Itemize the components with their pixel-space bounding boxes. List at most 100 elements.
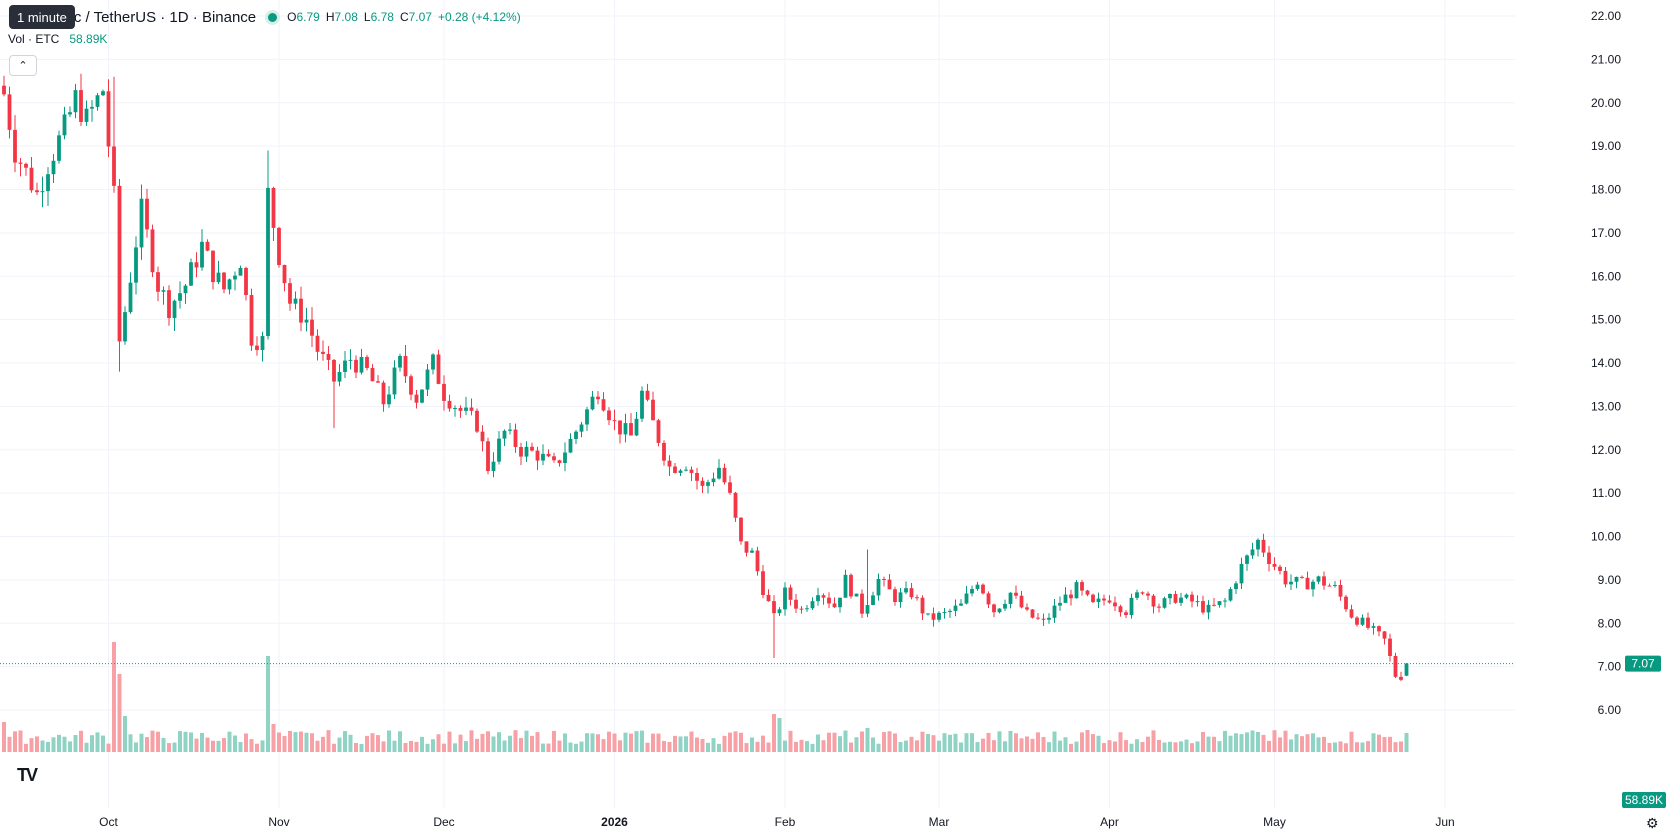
volume-bar [1256,732,1260,752]
y-tick-label: 22.00 [1591,9,1621,23]
candle-body [964,593,969,604]
volume-bar [260,740,265,752]
candle-body [35,190,39,193]
low-value: 6.78 [370,10,394,24]
x-tick-label: Feb [775,815,796,829]
candle-body [992,604,996,613]
collapse-legend-button[interactable]: ⌃ [9,55,37,76]
volume-bar [1223,730,1227,752]
candle-body [876,579,881,596]
volume-bar [882,732,886,752]
volume-bar [112,642,116,752]
candle-body [183,285,188,294]
candle-body [90,106,94,109]
volume-bar [2,722,6,752]
y-tick-label: 16.00 [1591,269,1621,283]
candle-body [1135,592,1139,598]
gear-icon[interactable]: ⚙ [1646,815,1659,831]
volume-bar [1085,730,1090,752]
candle-body [948,610,952,613]
volume-legend[interactable]: Vol · ETC 58.89K [8,32,107,46]
candle-body [931,613,936,620]
volume-bar [1173,742,1178,752]
candle-body [348,359,353,361]
volume-bar [381,741,386,752]
candle-body [1212,604,1216,606]
volume-bar [530,735,534,752]
volume-bar [326,730,331,752]
candle-body [57,135,61,161]
candle-body [1388,638,1392,656]
candle-body [816,595,820,602]
candle-body [1344,596,1348,610]
volume-bar [1371,733,1376,752]
candle-body [662,442,666,461]
candle-body [777,609,782,614]
market-status-icon[interactable] [268,12,278,22]
candle-body [673,466,677,473]
volume-bar [667,741,672,752]
volume-bar [975,742,980,752]
volume-bar [1151,730,1156,752]
volume-bar [255,743,259,752]
volume-bar [84,742,89,752]
candle-body [1102,598,1106,601]
candle-body [546,453,551,457]
volume-bar [1399,741,1403,752]
volume-bar [1206,736,1211,752]
candle-body [1184,594,1189,598]
volume-bar [271,724,276,752]
volume-bar [310,733,314,752]
candle-body [1316,576,1321,582]
volume-bar [1261,734,1266,752]
y-tick-label: 7.00 [1598,660,1622,674]
candle-body [513,429,518,447]
volume-bar [139,733,144,752]
candle-body [381,382,386,405]
candle-body [326,353,331,360]
volume-bar [348,734,353,752]
candle-body [596,396,600,400]
candle-body [849,574,853,597]
volume-bar [293,732,298,752]
volume-bar [783,740,787,752]
volume-bar [134,742,138,752]
candle-body [255,345,259,351]
volume-bar [1305,734,1310,752]
volume-bar [1157,740,1161,752]
candle-body [1003,603,1007,609]
candle-body [728,482,732,493]
volume-bar [337,737,342,752]
volume-bar [1124,740,1128,752]
volume-bar [282,735,287,752]
volume-label: Vol · ETC [8,32,60,46]
volume-bar [1025,736,1029,752]
volume-bar [926,734,930,752]
candle-body [750,550,754,553]
volume-bar [222,738,226,752]
volume-bar [436,734,441,752]
volume-bar [810,743,815,752]
last-volume-tag: 58.89K [1625,793,1663,807]
candle-body [387,394,391,405]
candle-body [211,250,215,283]
volume-bar [788,730,793,752]
tradingview-logo-icon[interactable]: TV [17,765,38,785]
x-tick-label: Apr [1100,815,1119,829]
volume-bar [634,731,639,752]
volume-bar [640,730,644,752]
volume-bar [832,732,837,752]
candle-body [480,431,485,442]
volume-bar [1184,739,1189,752]
candle-body [557,460,562,464]
volume-bar [629,733,633,752]
volume-bar [475,738,479,752]
candle-body [1283,570,1288,585]
volume-bar [172,742,177,752]
candle-body [1327,585,1332,587]
candle-body [832,603,837,608]
candle-body [139,198,144,248]
volume-bar [321,736,325,752]
